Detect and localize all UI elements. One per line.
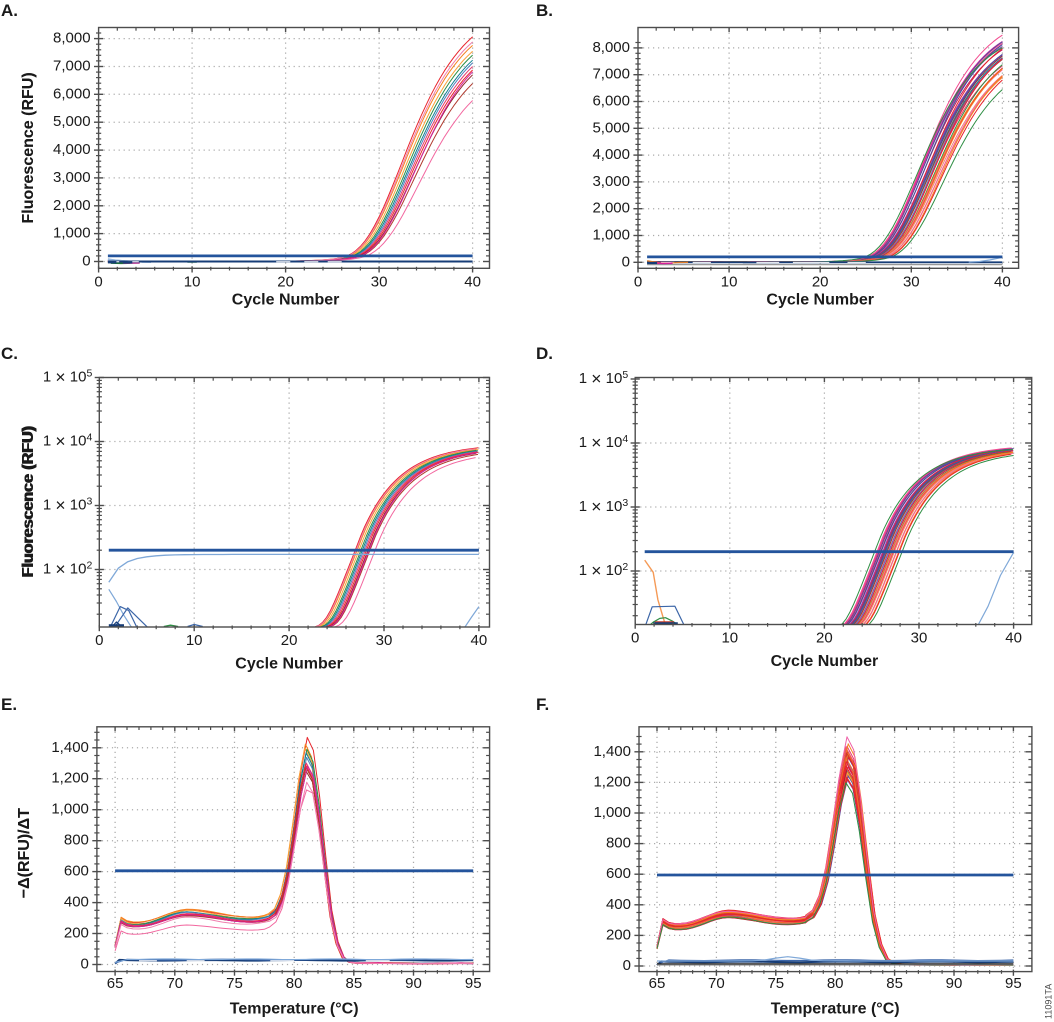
- svg-text:65: 65: [107, 975, 124, 992]
- svg-text:11091TA: 11091TA: [1044, 984, 1054, 1019]
- svg-text:1 × 104: 1 × 104: [43, 431, 93, 451]
- svg-text:1,200: 1,200: [593, 773, 631, 790]
- svg-text:−Δ(RFU)/ΔT: −Δ(RFU)/ΔT: [16, 808, 33, 898]
- svg-text:20: 20: [816, 630, 833, 647]
- svg-text:40: 40: [1005, 630, 1022, 647]
- svg-text:80: 80: [827, 975, 844, 992]
- svg-text:1,200: 1,200: [51, 770, 89, 787]
- svg-text:80: 80: [286, 975, 303, 992]
- svg-text:0: 0: [623, 957, 631, 974]
- svg-text:Fluorescence (RFU): Fluorescence (RFU): [20, 425, 37, 576]
- svg-text:4,000: 4,000: [53, 141, 91, 158]
- svg-text:75: 75: [767, 975, 784, 992]
- svg-text:200: 200: [64, 925, 89, 942]
- svg-text:10: 10: [721, 630, 738, 647]
- svg-text:2,000: 2,000: [53, 197, 91, 214]
- svg-text:40: 40: [994, 273, 1011, 290]
- svg-text:6,000: 6,000: [592, 93, 630, 110]
- svg-text:7,000: 7,000: [592, 66, 630, 83]
- svg-text:600: 600: [606, 865, 631, 882]
- svg-text:D.: D.: [536, 344, 553, 363]
- svg-text:20: 20: [281, 632, 298, 649]
- svg-text:3,000: 3,000: [53, 169, 91, 186]
- svg-text:8,000: 8,000: [592, 39, 630, 56]
- svg-text:70: 70: [166, 975, 183, 992]
- svg-text:75: 75: [226, 975, 243, 992]
- svg-text:70: 70: [708, 975, 725, 992]
- svg-text:800: 800: [606, 835, 631, 852]
- svg-text:10: 10: [184, 273, 201, 290]
- svg-text:0: 0: [631, 630, 639, 647]
- svg-text:1 × 104: 1 × 104: [579, 433, 629, 453]
- svg-text:20: 20: [812, 273, 829, 290]
- svg-text:1,000: 1,000: [592, 227, 630, 244]
- svg-text:1 × 103: 1 × 103: [43, 495, 93, 515]
- svg-text:Cycle Number: Cycle Number: [771, 653, 879, 670]
- svg-text:200: 200: [606, 926, 631, 943]
- svg-text:1 × 103: 1 × 103: [579, 497, 629, 517]
- svg-text:1 × 105: 1 × 105: [43, 367, 93, 387]
- svg-text:40: 40: [471, 632, 488, 649]
- svg-text:B.: B.: [536, 1, 553, 20]
- svg-text:C.: C.: [1, 344, 18, 363]
- svg-text:0: 0: [94, 273, 102, 290]
- svg-text:30: 30: [911, 630, 928, 647]
- svg-text:Temperature (°C): Temperature (°C): [771, 1001, 900, 1018]
- svg-text:2,000: 2,000: [592, 200, 630, 217]
- svg-text:1 × 105: 1 × 105: [579, 369, 629, 389]
- svg-text:10: 10: [721, 273, 738, 290]
- svg-text:1 × 102: 1 × 102: [43, 559, 93, 579]
- svg-text:7,000: 7,000: [53, 57, 91, 74]
- svg-text:1,000: 1,000: [53, 225, 91, 242]
- svg-text:1,400: 1,400: [51, 739, 89, 756]
- svg-text:0: 0: [95, 632, 103, 649]
- svg-text:10: 10: [186, 632, 203, 649]
- svg-text:400: 400: [606, 896, 631, 913]
- svg-text:40: 40: [464, 273, 481, 290]
- svg-text:Fluorescence (RFU): Fluorescence (RFU): [20, 427, 37, 578]
- svg-text:30: 30: [371, 273, 388, 290]
- svg-text:Cycle Number: Cycle Number: [232, 291, 340, 308]
- svg-text:30: 30: [376, 632, 393, 649]
- svg-text:Temperature (°C): Temperature (°C): [230, 1001, 359, 1018]
- svg-text:Cycle Number: Cycle Number: [766, 291, 874, 308]
- svg-text:0: 0: [82, 253, 90, 270]
- svg-text:Cycle Number: Cycle Number: [235, 656, 343, 673]
- svg-text:Fluorescence (RFU): Fluorescence (RFU): [20, 72, 37, 223]
- svg-text:90: 90: [405, 975, 422, 992]
- svg-text:1,000: 1,000: [51, 801, 89, 818]
- svg-text:0: 0: [634, 273, 642, 290]
- svg-text:1,400: 1,400: [593, 743, 631, 760]
- svg-text:85: 85: [345, 975, 362, 992]
- svg-text:65: 65: [649, 975, 666, 992]
- svg-text:8,000: 8,000: [53, 30, 91, 47]
- svg-text:95: 95: [465, 975, 482, 992]
- svg-text:Fluorescence (RFU): Fluorescence (RFU): [20, 72, 37, 223]
- svg-text:5,000: 5,000: [53, 113, 91, 130]
- svg-text:95: 95: [1005, 975, 1022, 992]
- svg-text:20: 20: [277, 273, 294, 290]
- svg-text:F.: F.: [536, 695, 549, 714]
- svg-text:0: 0: [622, 253, 630, 270]
- svg-text:6,000: 6,000: [53, 85, 91, 102]
- svg-text:4,000: 4,000: [592, 146, 630, 163]
- svg-text:E.: E.: [1, 695, 17, 714]
- svg-text:800: 800: [64, 832, 89, 849]
- svg-text:A.: A.: [1, 1, 18, 20]
- svg-text:−Δ(RFU)/ΔT: −Δ(RFU)/ΔT: [16, 808, 33, 898]
- svg-text:1 × 102: 1 × 102: [579, 561, 629, 581]
- svg-text:30: 30: [903, 273, 920, 290]
- svg-text:400: 400: [64, 894, 89, 911]
- svg-text:600: 600: [64, 863, 89, 880]
- svg-text:1,000: 1,000: [593, 804, 631, 821]
- svg-text:3,000: 3,000: [592, 173, 630, 190]
- svg-text:85: 85: [886, 975, 903, 992]
- svg-text:5,000: 5,000: [592, 119, 630, 136]
- svg-text:90: 90: [946, 975, 963, 992]
- svg-text:0: 0: [81, 956, 89, 973]
